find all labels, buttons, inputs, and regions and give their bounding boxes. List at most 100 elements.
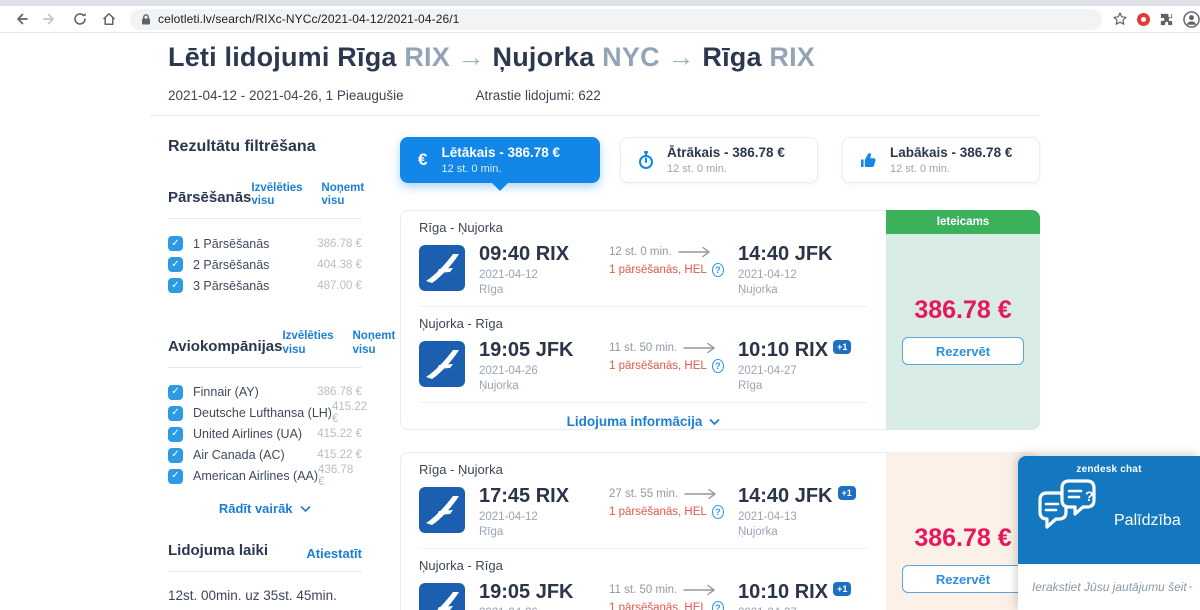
filter-price: 415.22 € [317,449,362,462]
send-icon[interactable] [1189,578,1192,596]
header-divider [150,115,1040,116]
browser-tabstrip [0,0,1200,6]
arrival-date: 2021-04-27 [738,365,797,377]
checkbox-checked-icon[interactable]: ✓ [168,405,183,421]
filter-option-airline-ay[interactable]: ✓ Finnair (AY) 386.78 € [168,382,362,403]
filter-option-airline-aa[interactable]: ✓ American Airlines (AA) 436.78 € [168,464,362,488]
arrow-right-icon [683,584,716,596]
checkbox-checked-icon[interactable]: ✓ [168,468,183,484]
airline-logo-finnair [419,245,465,291]
filter-option-stops-3[interactable]: ✓ 3 Pārsēšanās 487.00 € [168,275,362,296]
filter-price: 415.22 € [317,428,362,441]
filter-label: American Airlines (AA) [193,469,319,484]
checkbox-checked-icon[interactable]: ✓ [168,278,183,294]
results-count: Atrastie lidojumi: 622 [475,88,601,103]
book-button[interactable]: Rezervēt [902,565,1024,593]
show-more-link[interactable]: Rādīt vairāk [168,501,362,516]
title-code-rix2: RIX [769,42,816,72]
filter-option-stops-1[interactable]: ✓ 1 Pārsēšanās 386.78 € [168,233,362,254]
airlines-section-title: Aviokompānijas [168,337,283,355]
address-bar[interactable]: celotleti.lv/search/RIXc-NYCc/2021-04-12… [130,8,1102,30]
filter-option-airline-ac[interactable]: ✓ Air Canada (AC) 415.22 € [168,445,362,466]
flight-leg-return: 19:05 JFK 2021-04-26 Ņujorka 11 st. 50 m… [401,573,886,610]
forward-icon[interactable] [36,7,66,31]
stops-help-icon[interactable]: ? [711,263,724,277]
checkbox-checked-icon[interactable]: ✓ [168,236,183,252]
filter-label: Air Canada (AC) [193,448,285,463]
refresh-icon[interactable] [65,7,95,31]
divider [168,366,362,368]
airlines-select-all-link[interactable]: Izvēlēties visu [282,330,334,356]
back-icon[interactable] [6,7,36,31]
chat-brand-label: zendesk chat [1076,464,1142,475]
checkbox-checked-icon[interactable]: ✓ [168,447,183,463]
checkbox-checked-icon[interactable]: ✓ [168,426,183,442]
airlines-clear-all-link[interactable]: Noņemt visu [352,330,396,356]
chat-message-input[interactable] [1032,580,1189,594]
divider [168,218,362,220]
total-price: 386.78 € [914,524,1012,552]
extensions-puzzle-icon[interactable] [1159,12,1174,27]
tab-fastest[interactable]: Ātrākais - 386.78 € 12 st. 0 min. [620,137,818,183]
route-label: Ņujorka - Rīga [419,316,503,331]
departure-date: 2021-04-26 [479,365,538,377]
filter-price: 386.78 € [317,386,362,399]
arrival-date: 2021-04-12 [738,269,797,281]
total-price: 386.78 € [914,296,1012,324]
adblock-extension-icon[interactable] [1137,12,1150,26]
lock-icon [142,13,150,24]
filter-label: Finnair (AY) [193,385,259,400]
filter-label: Deutsche Lufthansa (LH) [193,406,332,421]
airlines-section-header: Aviokompānijas Izvēlēties visu Noņemt vi… [168,330,395,356]
departure-city: Ņujorka [479,380,519,392]
divider [168,570,362,572]
filter-option-airline-lh[interactable]: ✓ Deutsche Lufthansa (LH) 415.22 € [168,401,367,425]
arrival-date: 2021-04-27 [738,607,868,610]
airline-logo-finnair [419,341,465,387]
stops-help-icon[interactable]: ? [711,601,724,610]
profile-icon[interactable] [1183,10,1200,28]
route-label: Rīga - Ņujorka [419,220,503,235]
arrow-right-icon [684,488,717,500]
filter-label: 2 Pārsēšanās [193,257,270,272]
checkbox-checked-icon[interactable]: ✓ [168,384,183,400]
stops-section-header: Pārsēšanās Izvēlēties visu Noņemt visu [168,182,364,208]
recommended-ribbon: Ieteicams [886,210,1040,234]
filter-option-airline-ua[interactable]: ✓ United Airlines (UA) 415.22 € [168,424,362,445]
filter-option-stops-2[interactable]: ✓ 2 Pārsēšanās 404.38 € [168,254,362,275]
stops-select-all-link[interactable]: Izvēlēties visu [251,182,303,208]
title-text: Rīga [702,42,770,72]
tab-duration: 12 st. 0 min. [667,163,727,175]
price-panel: 386.78 € Rezervēt [886,452,1040,610]
chat-header[interactable]: zendesk chat ? Palīdzība [1018,456,1200,564]
arrival-city: Ņujorka [738,526,778,538]
departure-city: Rīga [479,284,504,296]
divider [419,548,868,549]
tab-best[interactable]: Labākais - 386.78 € 12 st. 0 min. [842,137,1040,183]
departure-date: 2021-04-26 [479,607,609,610]
stops-clear-all-link[interactable]: Noņemt visu [321,182,365,208]
chat-help-label: Palīdzība [1114,512,1181,529]
arrival-time: 14:40 JFK [738,485,833,507]
title-text: Lēti lidojumi Rīga [168,42,405,72]
flight-card: Rīga - Ņujorka 17:45 RIX 2021-04-12 Rīga… [400,452,886,610]
chat-input-bar [1018,564,1200,610]
stops-section-title: Pārsēšanās [168,189,252,207]
url-text: celotleti.lv/search/RIXc-NYCc/2021-04-12… [158,12,460,26]
flight-info-link[interactable]: Lidojuma informācija [401,414,886,429]
filter-price: 404.38 € [317,258,362,271]
svg-text:?: ? [1085,488,1094,504]
tab-cheapest[interactable]: € Lētākais - 386.78 € 12 st. 0 min. [400,137,600,191]
bookmark-star-icon[interactable] [1112,11,1128,27]
reset-times-link[interactable]: Atiestatīt [306,545,362,561]
flight-leg-outbound: 09:40 RIX 2021-04-12 Rīga 12 st. 0 min. … [401,235,886,296]
checkbox-checked-icon[interactable]: ✓ [168,257,183,273]
home-icon[interactable] [95,7,125,31]
stops-help-icon[interactable]: ? [711,505,724,519]
zendesk-chat-widget[interactable]: zendesk chat ? Palīdzība [1018,456,1200,610]
stops-help-icon[interactable]: ? [711,359,724,373]
departure-date: 2021-04-12 [479,269,538,281]
book-button[interactable]: Rezervēt [902,337,1024,365]
next-day-badge: +1 [833,340,852,354]
filters-sidebar: Rezultātu filtrēšana Pārsēšanās Izvēlēti… [168,138,395,610]
